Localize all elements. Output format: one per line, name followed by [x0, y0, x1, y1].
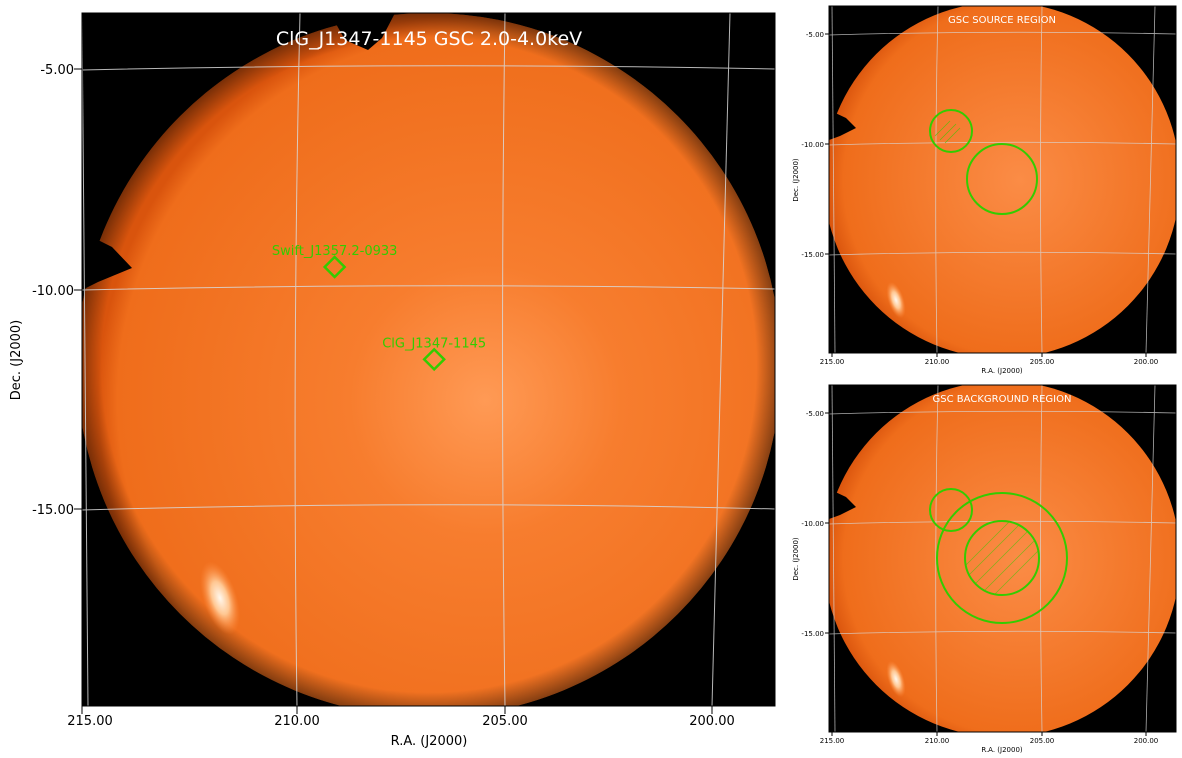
source-region-circle	[966, 143, 1038, 215]
x-tick-label: 210.00	[274, 714, 320, 729]
y-tick-label: -10.00	[32, 284, 74, 299]
y-tick-label: -15.00	[801, 630, 824, 638]
y-tick-label: -10.00	[801, 520, 824, 528]
bright-source-blob	[886, 660, 906, 698]
detector-notch-top	[330, 13, 395, 50]
field-of-view-disc	[829, 6, 1176, 353]
source-marker-diamond	[422, 347, 446, 372]
x-tick-label: 205.00	[482, 714, 528, 729]
source-marker-label: ClG_J1347-1145	[382, 336, 486, 351]
excluded-hatch	[934, 120, 961, 144]
x-tick-label: 210.00	[925, 737, 950, 745]
excluded-source-circle	[929, 109, 973, 153]
source-region-svg: GSC SOURCE REGION 215.00 210.00 205.00 2…	[792, 5, 1177, 375]
x-tick-label: 200.00	[1134, 737, 1159, 745]
source-region-panel: GSC SOURCE REGION 215.00 210.00 205.00 2…	[790, 0, 1182, 379]
y-axis-label: Dec. (J2000)	[792, 537, 800, 581]
x-axis-label: R.A. (J2000)	[981, 367, 1023, 375]
main-title: ClG_J1347-1145 GSC 2.0-4.0keV	[276, 28, 582, 50]
x-tick-label: 215.00	[820, 737, 845, 745]
x-tick-label: 200.00	[1134, 358, 1159, 366]
panel-title: GSC BACKGROUND REGION	[933, 394, 1072, 405]
x-tick-label: 215.00	[820, 358, 845, 366]
y-tick-label: -15.00	[32, 503, 74, 518]
coordinate-grid	[829, 6, 1176, 353]
x-tick-label: 205.00	[1030, 358, 1055, 366]
main-image-svg: Swift_J1357.2-0933 ClG_J1347-1145 ClG_J13…	[9, 12, 776, 749]
x-tick-label: 205.00	[1030, 737, 1055, 745]
background-region-panel: GSC BACKGROUND REGION 215.00 210.00 205.…	[790, 379, 1182, 758]
sky-image	[82, 13, 775, 706]
field-of-view-disc	[829, 385, 1176, 732]
x-axis-label: R.A. (J2000)	[981, 746, 1023, 754]
y-axis-label: Dec. (J2000)	[792, 158, 800, 202]
bright-source-blob	[200, 561, 240, 635]
y-tick-label: -15.00	[801, 251, 824, 259]
y-tick-label: -5.00	[40, 63, 74, 78]
background-annulus-outer	[936, 492, 1068, 624]
coordinate-grid	[82, 13, 775, 706]
background-region-svg: GSC BACKGROUND REGION 215.00 210.00 205.…	[792, 384, 1177, 754]
x-tick-label: 200.00	[689, 714, 735, 729]
x-tick-label: 210.00	[925, 358, 950, 366]
main-ticks	[74, 68, 713, 714]
field-edge-vignette	[82, 13, 775, 706]
source-sky-image	[829, 6, 1176, 353]
main-image-panel: Swift_J1357.2-0933 ClG_J1347-1145 ClG_J13…	[9, 12, 776, 749]
source-marker-label: Swift_J1357.2-0933	[272, 244, 398, 259]
detector-notch-left	[82, 232, 132, 290]
y-axis-label: Dec. (J2000)	[9, 320, 24, 400]
y-tick-label: -5.00	[806, 410, 824, 418]
background-annulus-inner	[964, 520, 1040, 596]
image-frame	[81, 12, 776, 707]
source-markers: Swift_J1357.2-0933 ClG_J1347-1145	[272, 244, 486, 372]
x-axis-label: R.A. (J2000)	[391, 734, 468, 749]
y-tick-label: -5.00	[806, 31, 824, 39]
background-sky-image	[829, 385, 1176, 732]
x-tick-label: 215.00	[67, 714, 113, 729]
y-tick-label: -10.00	[801, 141, 824, 149]
image-frame	[828, 384, 1177, 733]
bright-source-blob	[886, 281, 906, 319]
image-frame	[828, 5, 1177, 354]
excluded-hatch	[965, 521, 1039, 595]
panel-title: GSC SOURCE REGION	[948, 15, 1056, 26]
excluded-source-circle	[929, 488, 973, 532]
source-marker-diamond	[322, 255, 347, 279]
